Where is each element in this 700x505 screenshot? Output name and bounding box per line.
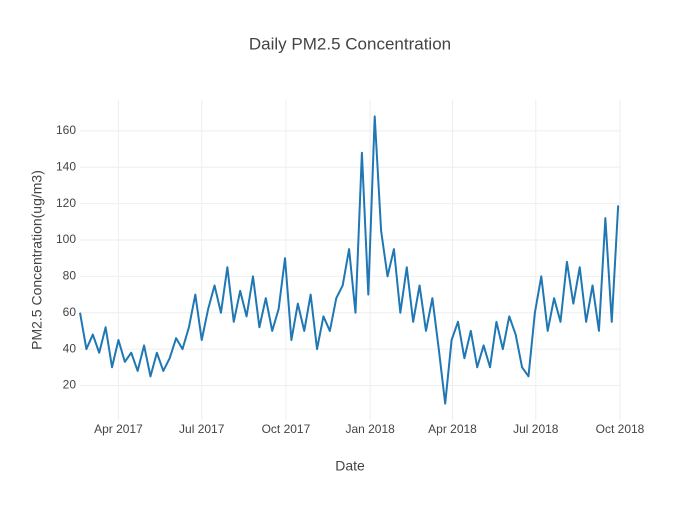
y-tick-label: 80 [63,269,77,283]
x-tick-label: Apr 2018 [428,422,477,436]
x-tick-label: Jul 2018 [513,422,559,436]
y-axis-title: PM2.5 Concentration(ug/m3) [29,170,45,350]
y-tick-label: 120 [56,196,76,210]
x-tick-label: Apr 2017 [94,422,143,436]
y-tick-label: 160 [56,123,76,137]
x-tick-label: Oct 2018 [596,422,645,436]
y-tick-label: 20 [63,378,77,392]
x-tick-label: Oct 2017 [262,422,311,436]
y-tick-label: 60 [63,305,77,319]
x-axis-title: Date [335,458,365,474]
y-tick-label: 40 [63,341,77,355]
y-tick-label: 100 [56,232,76,246]
x-tick-label: Jul 2017 [179,422,225,436]
data-line [79,115,620,405]
y-tick-label: 140 [56,159,76,173]
chart-title: Daily PM2.5 Concentration [249,34,451,53]
x-tick-label: Jan 2018 [345,422,395,436]
